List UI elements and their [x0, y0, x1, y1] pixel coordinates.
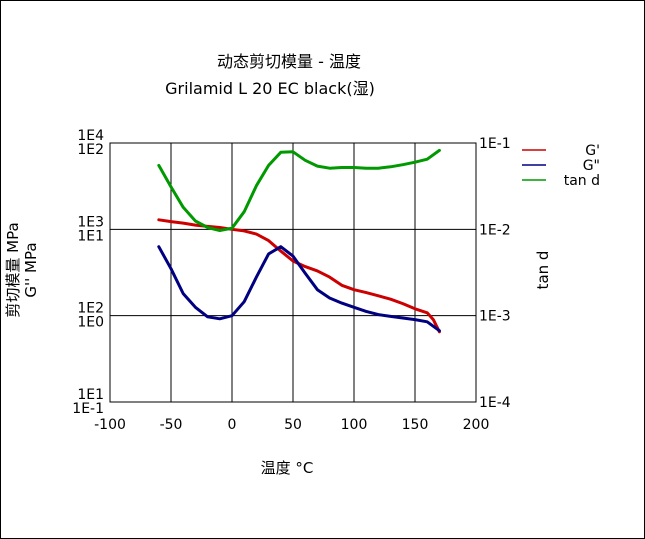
- x-tick-label: 150: [402, 417, 429, 433]
- y-axis-label-left-2: G'' MPa: [22, 242, 40, 297]
- y-tick-label-primary: 1E2: [77, 301, 104, 317]
- series-line-g-double-prime: [157, 245, 441, 333]
- y-tick-label-primary: 1E4: [77, 128, 104, 144]
- y-tick-label-right: 1E-1: [479, 136, 511, 152]
- x-tick-label: 200: [463, 417, 490, 433]
- series-layer: [157, 148, 441, 334]
- legend: G'G"tan d: [522, 143, 600, 189]
- y-tick-label-right: 1E-3: [479, 309, 511, 325]
- chart-title: 动态剪切模量 - 温度: [217, 52, 361, 71]
- legend-label: G': [585, 143, 600, 159]
- y-tick-label-secondary: 1E-1: [72, 401, 104, 417]
- y-tick-label-right: 1E-4: [479, 395, 511, 411]
- y-tick-label-secondary: 1E0: [77, 315, 104, 331]
- y-tick-label-primary: 1E3: [77, 214, 104, 230]
- legend-label: G": [583, 158, 600, 174]
- x-tick-label: -50: [160, 417, 183, 433]
- y-tick-label-right: 1E-2: [479, 222, 511, 238]
- grid-lines: [110, 143, 476, 402]
- y-tick-label-primary: 1E1: [77, 387, 104, 403]
- legend-label: tan d: [564, 173, 600, 189]
- y-axis-label-right: tan d: [534, 251, 552, 290]
- x-tick-label: 100: [341, 417, 368, 433]
- x-tick-label: 0: [228, 417, 237, 433]
- chart-subtitle: Grilamid L 20 EC black(湿): [165, 79, 375, 98]
- x-tick-label: 50: [284, 417, 302, 433]
- x-tick-label: -100: [94, 417, 126, 433]
- x-axis-label: 温度 °C: [261, 459, 314, 477]
- y-tick-label-secondary: 1E2: [77, 142, 104, 158]
- series-line-tan-d: [157, 148, 441, 232]
- y-tick-label-secondary: 1E1: [77, 228, 104, 244]
- y-axis-label-left-1: 剪切模量 MPa: [4, 222, 22, 317]
